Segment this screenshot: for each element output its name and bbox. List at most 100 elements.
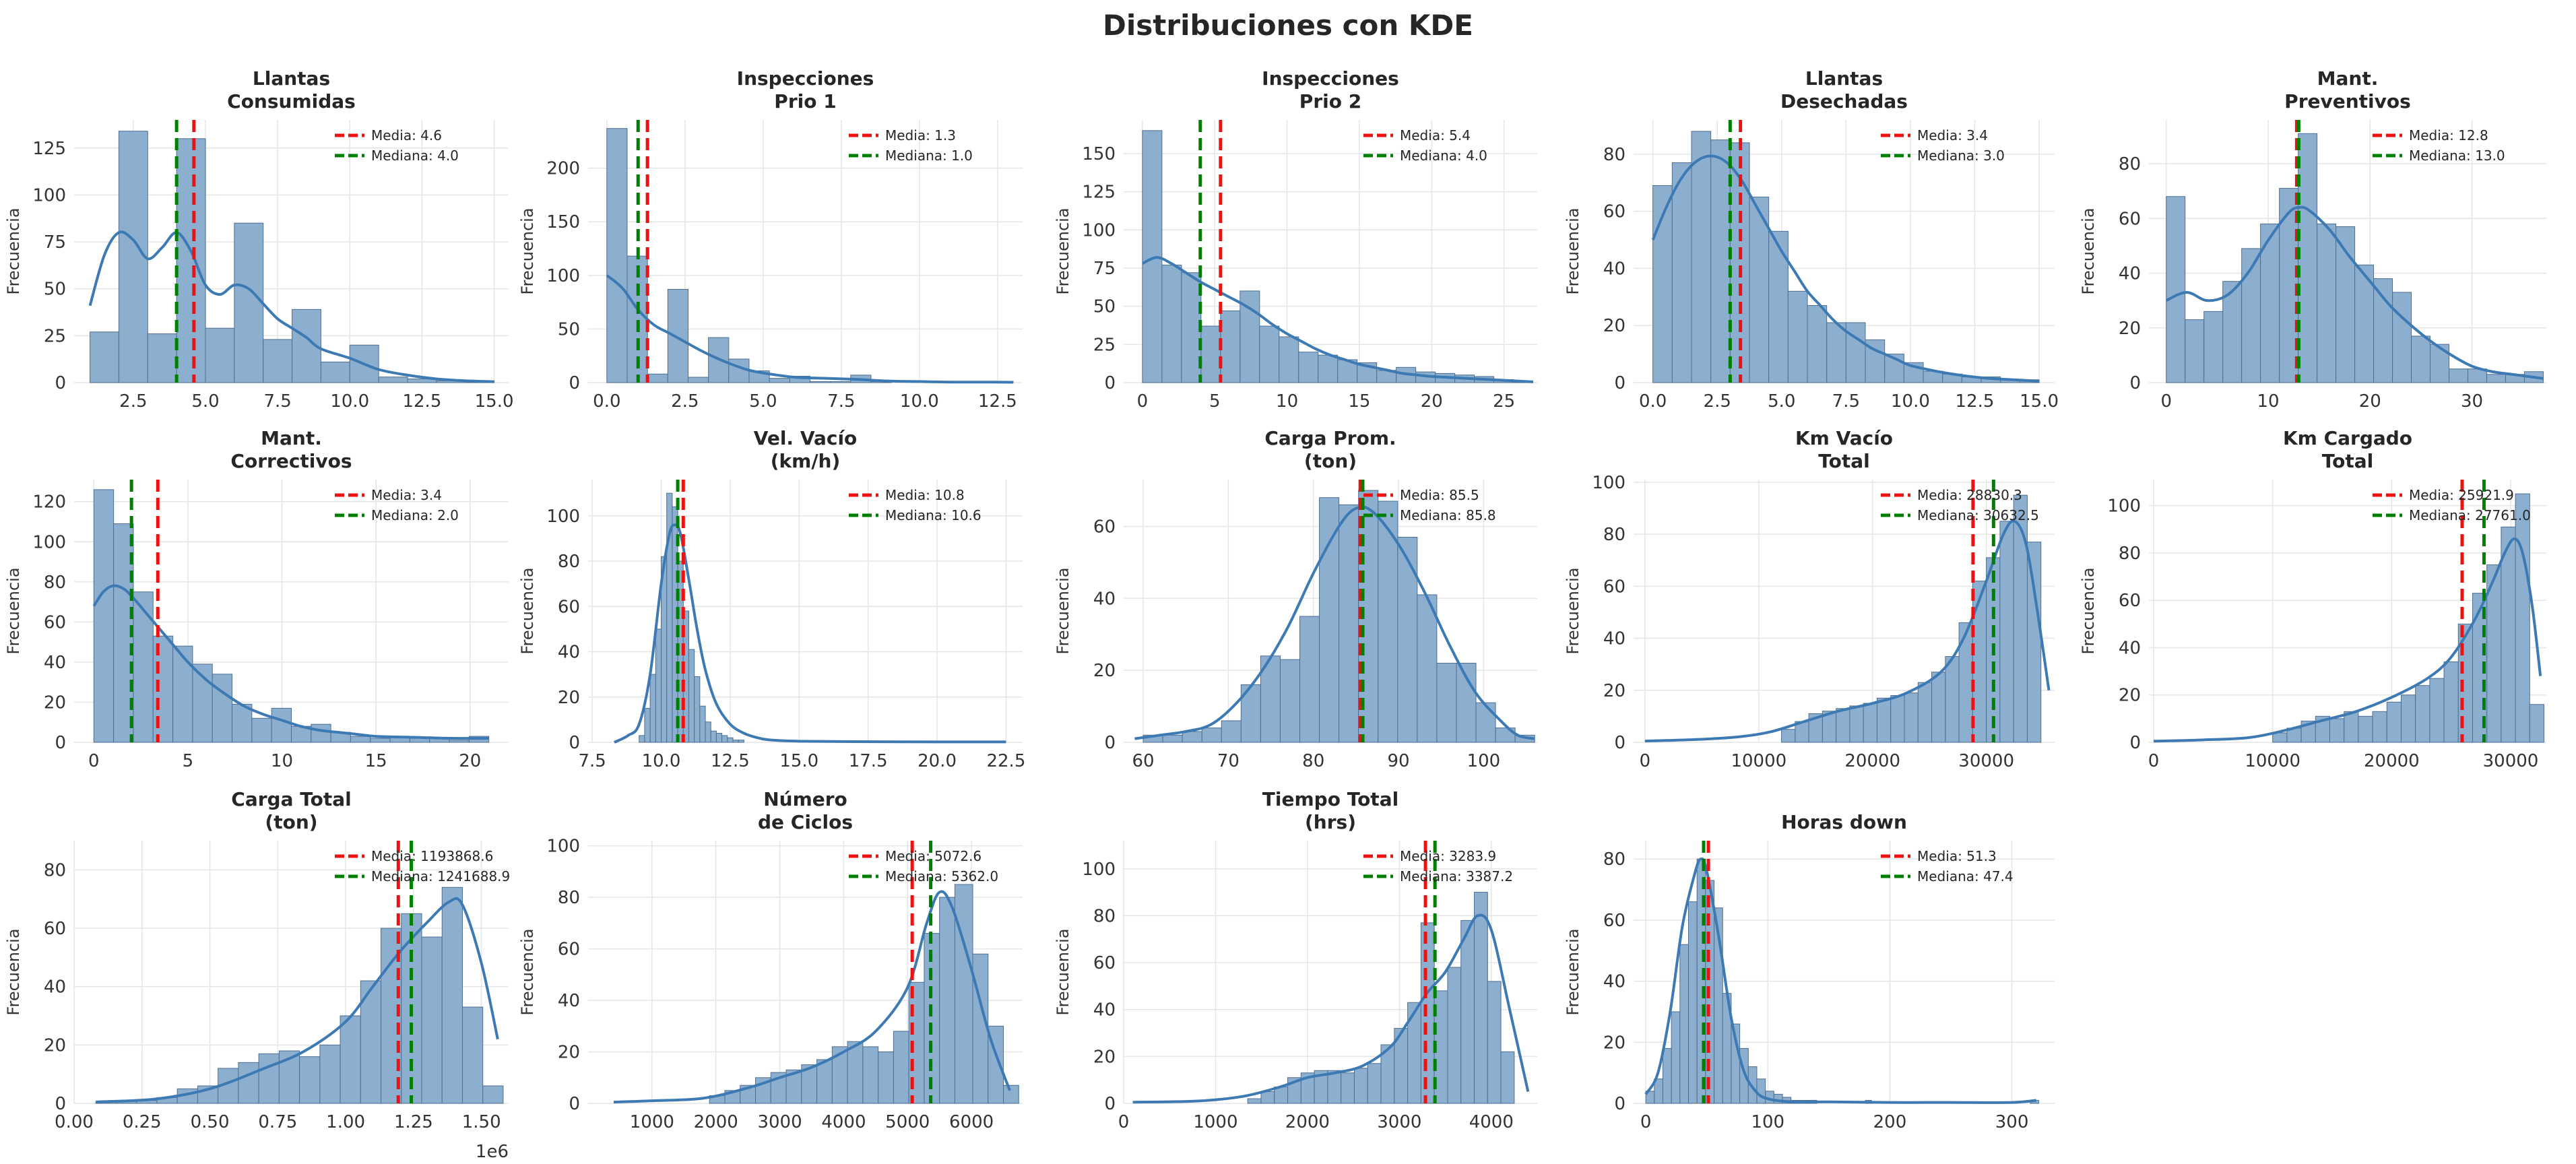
histogram-bar bbox=[1749, 196, 1770, 383]
y-axis-label: Frecuencia bbox=[4, 567, 23, 654]
histogram-bar bbox=[2013, 494, 2028, 743]
kde-curve bbox=[1651, 154, 2040, 383]
subplot-title: Número bbox=[763, 788, 847, 810]
legend-mean-label: Media: 85.5 bbox=[1400, 487, 1479, 503]
legend-median-label: Mediana: 10.6 bbox=[885, 507, 981, 523]
y-tick-label: 60 bbox=[44, 919, 66, 939]
histogram-bar bbox=[1260, 1091, 1275, 1104]
histogram-bar bbox=[2529, 704, 2544, 743]
y-tick-label: 60 bbox=[558, 940, 580, 960]
legend-mean-label: Media: 1.3 bbox=[885, 127, 956, 143]
y-tick-label: 20 bbox=[44, 1035, 66, 1056]
histogram-bar bbox=[212, 674, 233, 743]
x-tick-label: 20 bbox=[1421, 391, 1443, 412]
y-tick-label: 150 bbox=[1082, 144, 1116, 164]
subplot-11: 0.00 0.25 0.50 0.75 1.00 1.25 1.50 1e6 0 20 40 60 80… bbox=[4, 788, 510, 1162]
subplot-1: 2.5 5.0 7.5 10.0 12.5 15.0 0 25 50 75 100 125 Frecue… bbox=[4, 67, 514, 412]
x-tick-label: 22.5 bbox=[986, 751, 1025, 771]
y-tick-label: 40 bbox=[1093, 589, 1116, 609]
legend-mean-label: Media: 25921.9 bbox=[2409, 487, 2514, 503]
y-tick-label: 20 bbox=[1093, 661, 1116, 681]
legend-mean-label: Media: 4.6 bbox=[371, 127, 442, 143]
legend-median-label: Mediana: 85.8 bbox=[1400, 507, 1496, 523]
histogram-bar bbox=[1945, 656, 1960, 743]
y-tick-label: 25 bbox=[1093, 335, 1116, 355]
histogram-bar bbox=[1318, 354, 1339, 383]
y-tick-label: 60 bbox=[2119, 209, 2141, 229]
x-tick-label: 6000 bbox=[949, 1112, 994, 1132]
x-tick-label: 25 bbox=[1493, 391, 1515, 412]
histogram-bar bbox=[1259, 325, 1280, 383]
histogram-bar bbox=[378, 377, 408, 383]
histogram-bar bbox=[1319, 497, 1340, 743]
legend-median-label: Mediana: 3.0 bbox=[1917, 148, 2005, 164]
histogram-bar bbox=[2272, 732, 2288, 743]
histogram-bar bbox=[320, 361, 350, 383]
y-tick-label: 60 bbox=[1093, 953, 1116, 973]
subplot-title: Prio 1 bbox=[774, 90, 836, 112]
x-tick-label: 10 bbox=[271, 751, 293, 771]
histogram-bar bbox=[1181, 272, 1202, 383]
x-tick-label: 2.5 bbox=[1704, 391, 1731, 412]
y-tick-label: 40 bbox=[44, 977, 66, 998]
y-tick-label: 100 bbox=[2107, 496, 2141, 517]
subplot-title: Total bbox=[2322, 450, 2374, 472]
y-axis-label: Frecuencia bbox=[4, 207, 23, 294]
histogram-bar bbox=[2222, 281, 2243, 383]
histogram-bar bbox=[862, 1046, 879, 1104]
subplot-title: Carga Prom. bbox=[1264, 427, 1396, 449]
histogram-bar bbox=[421, 936, 443, 1104]
histogram-bar bbox=[1890, 694, 1905, 743]
y-tick-label: 20 bbox=[558, 1043, 580, 1063]
histogram-bar bbox=[830, 381, 851, 383]
histogram-bar bbox=[340, 1015, 361, 1104]
histogram-bar bbox=[847, 1041, 864, 1104]
subplot-title: Inspecciones bbox=[1262, 67, 1399, 90]
x-tick-label: 15.0 bbox=[779, 751, 818, 771]
x-tick-label: 7.5 bbox=[827, 391, 855, 412]
x-tick-label: 15.0 bbox=[475, 391, 514, 412]
x-tick-label: 5 bbox=[1209, 391, 1221, 412]
histogram-bar bbox=[2443, 661, 2459, 743]
y-tick-label: 100 bbox=[1592, 473, 1625, 493]
y-tick-label: 0 bbox=[1614, 733, 1625, 753]
x-tick-label: 100 bbox=[1751, 1112, 1784, 1132]
histogram-bar bbox=[1003, 1085, 1019, 1104]
x-tick-label: 1.00 bbox=[326, 1112, 365, 1132]
kde-curve bbox=[92, 584, 489, 740]
subplot-12: 1000 2000 3000 4000 5000 6000 0 20 40 60 80 100 Frec… bbox=[518, 788, 1023, 1132]
histogram-bar bbox=[789, 375, 810, 383]
y-tick-label: 20 bbox=[44, 692, 66, 713]
subplot-title: Horas down bbox=[1781, 811, 1907, 833]
legend-mean-label: Media: 3.4 bbox=[1917, 127, 1988, 143]
x-tick-label: 10000 bbox=[2245, 751, 2300, 771]
histogram-bar bbox=[606, 128, 628, 383]
subplot-title: de Ciclos bbox=[758, 811, 853, 833]
x-tick-label: 10.0 bbox=[330, 391, 369, 412]
histogram-bar bbox=[1397, 536, 1418, 743]
kde-curve bbox=[606, 274, 1014, 384]
histogram-bar bbox=[2203, 311, 2224, 383]
x-tick-label: 1000 bbox=[1193, 1112, 1237, 1132]
histogram-bar bbox=[878, 1052, 894, 1104]
y-tick-label: 20 bbox=[558, 688, 580, 708]
histogram-bar bbox=[1781, 729, 1796, 743]
y-tick-label: 60 bbox=[558, 597, 580, 617]
y-tick-label: 40 bbox=[558, 643, 580, 663]
y-tick-label: 0 bbox=[1614, 373, 1625, 393]
x-tick-label: 30 bbox=[2461, 391, 2483, 412]
kde-curve bbox=[1134, 505, 1535, 740]
histogram-bar bbox=[1917, 682, 1933, 743]
y-tick-label: 100 bbox=[32, 532, 66, 552]
subplot-title: Llantas bbox=[253, 67, 330, 90]
histogram-bar bbox=[2298, 133, 2318, 383]
x-tick-label: 70 bbox=[1217, 751, 1239, 771]
legend-median-label: Mediana: 47.4 bbox=[1917, 868, 2014, 884]
y-tick-label: 0 bbox=[55, 373, 66, 393]
x-offset-label: 1e6 bbox=[476, 1142, 509, 1162]
y-tick-label: 125 bbox=[1082, 183, 1116, 203]
histogram-bar bbox=[1378, 500, 1398, 743]
x-tick-label: 80 bbox=[1302, 751, 1324, 771]
histogram-bar bbox=[809, 381, 831, 383]
